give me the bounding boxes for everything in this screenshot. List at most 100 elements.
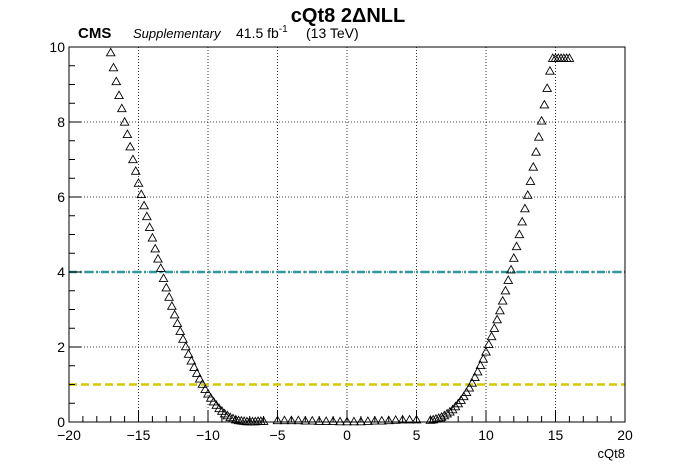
data-point: [272, 415, 283, 425]
energy-label: (13 TeV): [306, 25, 359, 41]
x-tick-label: 20: [617, 427, 633, 443]
data-point: [489, 323, 500, 332]
data-point: [230, 414, 241, 424]
data-point: [321, 416, 332, 425]
data-point: [180, 341, 191, 351]
data-point: [511, 241, 522, 251]
x-tick-label: 15: [548, 427, 564, 443]
x-tick-labels: −20 −15 −10 −5 0 5 10 15 20: [57, 427, 633, 443]
data-point: [497, 295, 508, 305]
data-point: [144, 222, 155, 231]
data-point: [506, 264, 516, 274]
x-tick-label: 10: [478, 427, 494, 443]
data-point: [161, 282, 172, 292]
data-point: [228, 413, 238, 423]
luminosity-value: 41.5 fb: [236, 25, 279, 41]
data-points: [105, 47, 575, 426]
experiment-label: CMS: [78, 25, 111, 42]
data-point: [150, 243, 161, 253]
data-point: [127, 154, 138, 164]
data-point: [397, 414, 408, 424]
data-point: [130, 166, 141, 175]
data-point: [514, 229, 525, 239]
y-tick-label: 6: [57, 189, 65, 205]
data-point: [136, 189, 147, 198]
data-point: [469, 372, 480, 381]
x-tick-label: −5: [270, 427, 286, 443]
data-point: [467, 377, 478, 387]
data-point: [355, 416, 366, 426]
x-tick-label: −10: [196, 427, 220, 443]
data-point: [500, 285, 511, 295]
data-point: [390, 415, 401, 424]
data-point: [125, 141, 136, 151]
data-point: [114, 90, 125, 99]
data-point: [155, 263, 166, 272]
data-point: [450, 401, 461, 411]
luminosity-label: 41.5 fb-1: [236, 24, 288, 41]
y-tick-label: 2: [57, 339, 65, 355]
data-point: [169, 309, 180, 319]
data-point: [528, 161, 539, 171]
data-point: [486, 331, 497, 341]
data-point: [307, 415, 318, 425]
data-point: [503, 275, 514, 284]
data-point: [200, 384, 211, 393]
data-point: [533, 131, 544, 141]
data-point: [166, 301, 177, 310]
data-point: [519, 203, 530, 213]
data-point: [369, 415, 380, 425]
data-point: [383, 415, 394, 425]
data-point: [183, 349, 194, 358]
data-point: [314, 416, 325, 425]
data-point: [225, 412, 236, 422]
x-tick-label: −15: [127, 427, 151, 443]
data-point: [564, 53, 575, 62]
data-point: [186, 355, 197, 365]
data-point: [348, 416, 359, 426]
data-point: [111, 76, 122, 86]
data-point: [105, 47, 116, 57]
data-point: [147, 232, 158, 242]
data-point: [197, 379, 208, 388]
data-point: [191, 368, 202, 377]
data-point: [483, 339, 494, 348]
data-point: [539, 99, 550, 109]
data-point: [300, 415, 311, 425]
x-tick-label: −20: [57, 427, 81, 443]
reference-lines: [69, 270, 625, 386]
data-point: [342, 416, 352, 426]
data-point: [472, 366, 483, 376]
data-point: [108, 62, 119, 72]
data-point: [481, 346, 491, 356]
data-point: [494, 305, 505, 315]
data-point: [542, 83, 553, 92]
data-point: [172, 318, 183, 327]
data-point: [508, 253, 519, 262]
data-point: [189, 362, 200, 371]
data-point: [404, 414, 415, 424]
y-tick-label: 10: [49, 39, 65, 55]
data-point: [447, 404, 458, 414]
data-point: [152, 253, 163, 263]
data-point: [475, 360, 486, 369]
data-point: [194, 373, 205, 383]
x-tick-label: 0: [343, 427, 351, 443]
data-point: [492, 314, 503, 324]
data-point: [122, 129, 133, 138]
data-point: [133, 178, 144, 187]
data-point: [141, 211, 152, 221]
data-point: [411, 414, 422, 424]
data-point: [286, 415, 297, 425]
data-point: [517, 216, 528, 226]
supplementary-label: Supplementary: [133, 26, 222, 41]
luminosity-exponent: -1: [279, 24, 288, 35]
data-point: [464, 382, 475, 392]
data-point: [203, 388, 213, 398]
data-point: [536, 115, 547, 125]
data-point: [139, 200, 150, 210]
data-point: [178, 334, 188, 343]
chart-title: cQt8 2ΔNLL: [291, 5, 405, 27]
data-point: [164, 292, 175, 301]
data-point: [279, 415, 290, 425]
